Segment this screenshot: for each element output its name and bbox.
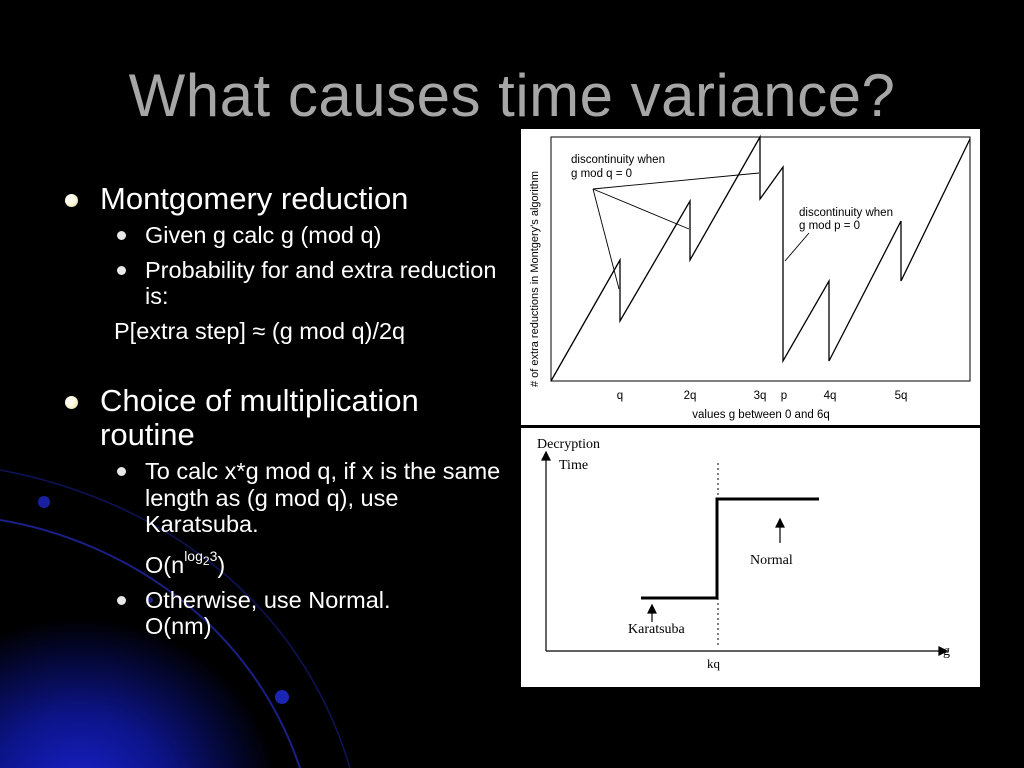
sub-bullet-probability: Probability for and extra reduction is:	[62, 257, 502, 310]
bullet-multiplication-routine: Choice of multiplication routine	[62, 384, 502, 452]
threshold-label: kq	[707, 656, 721, 671]
sub-bullet-dot-icon	[117, 265, 126, 275]
tick-label-5q: 5q	[895, 390, 908, 402]
sub-bullet-given-g: Given g calc g (mod q)	[62, 222, 502, 249]
sub-bullet-dot-icon	[117, 595, 126, 605]
bullet-dot-icon	[65, 194, 78, 207]
annotation-q-line1: discontinuity when	[571, 154, 665, 166]
annotation-p-line2: g mod p = 0	[799, 220, 860, 232]
arrow-karatsuba-icon	[647, 603, 657, 622]
annotation-arrows	[592, 172, 810, 290]
annotation-p-line1: discontinuity when	[799, 207, 893, 219]
axes	[541, 450, 949, 656]
slide-title: What causes time variance?	[128, 62, 896, 129]
complexity-karatsuba: O(nlog23)	[145, 547, 226, 578]
sub-bullet-karatsuba: To calc x*g mod q, if x is the same leng…	[62, 458, 502, 538]
annotation-q-line2: g mod q = 0	[571, 168, 632, 180]
sub-bullet-normal: Otherwise, use Normal. O(nm)	[62, 587, 502, 640]
montgomery-reductions-figure: # of extra reductions in Montgery's algo…	[521, 129, 980, 425]
bullet-list: Montgomery reduction Given g calc g (mod…	[62, 182, 502, 640]
sub-bullet-dot-icon	[117, 231, 126, 240]
bullet-dot-icon	[65, 396, 78, 409]
tick-label-p: p	[781, 390, 787, 402]
arrow-normal-icon	[775, 517, 785, 543]
y-axis-label-line2: Time	[559, 458, 588, 473]
label-normal: Normal	[750, 553, 793, 568]
tick-label-3q: 3q	[754, 390, 767, 402]
y-axis-label: # of extra reductions in Montgery's algo…	[529, 171, 541, 387]
y-axis-label-line1: Decryption	[537, 437, 600, 452]
bullet-montgomery: Montgomery reduction	[62, 182, 502, 216]
formula-extra-step: P[extra step] ≈ (g mod q)/2q	[114, 317, 406, 344]
x-axis-label: values g between 0 and 6q	[692, 409, 829, 421]
decryption-time-figure: Decryption Time g kq Normal Karatsuba	[521, 428, 980, 687]
label-karatsuba: Karatsuba	[628, 622, 686, 637]
tick-label-4q: 4q	[824, 390, 837, 402]
step-curve	[641, 497, 819, 600]
sub-bullet-dot-icon	[117, 467, 126, 476]
x-axis-label: g	[943, 644, 950, 659]
tick-label-q: q	[617, 390, 623, 402]
tick-label-2q: 2q	[684, 390, 697, 402]
sawtooth-curve	[550, 134, 971, 382]
